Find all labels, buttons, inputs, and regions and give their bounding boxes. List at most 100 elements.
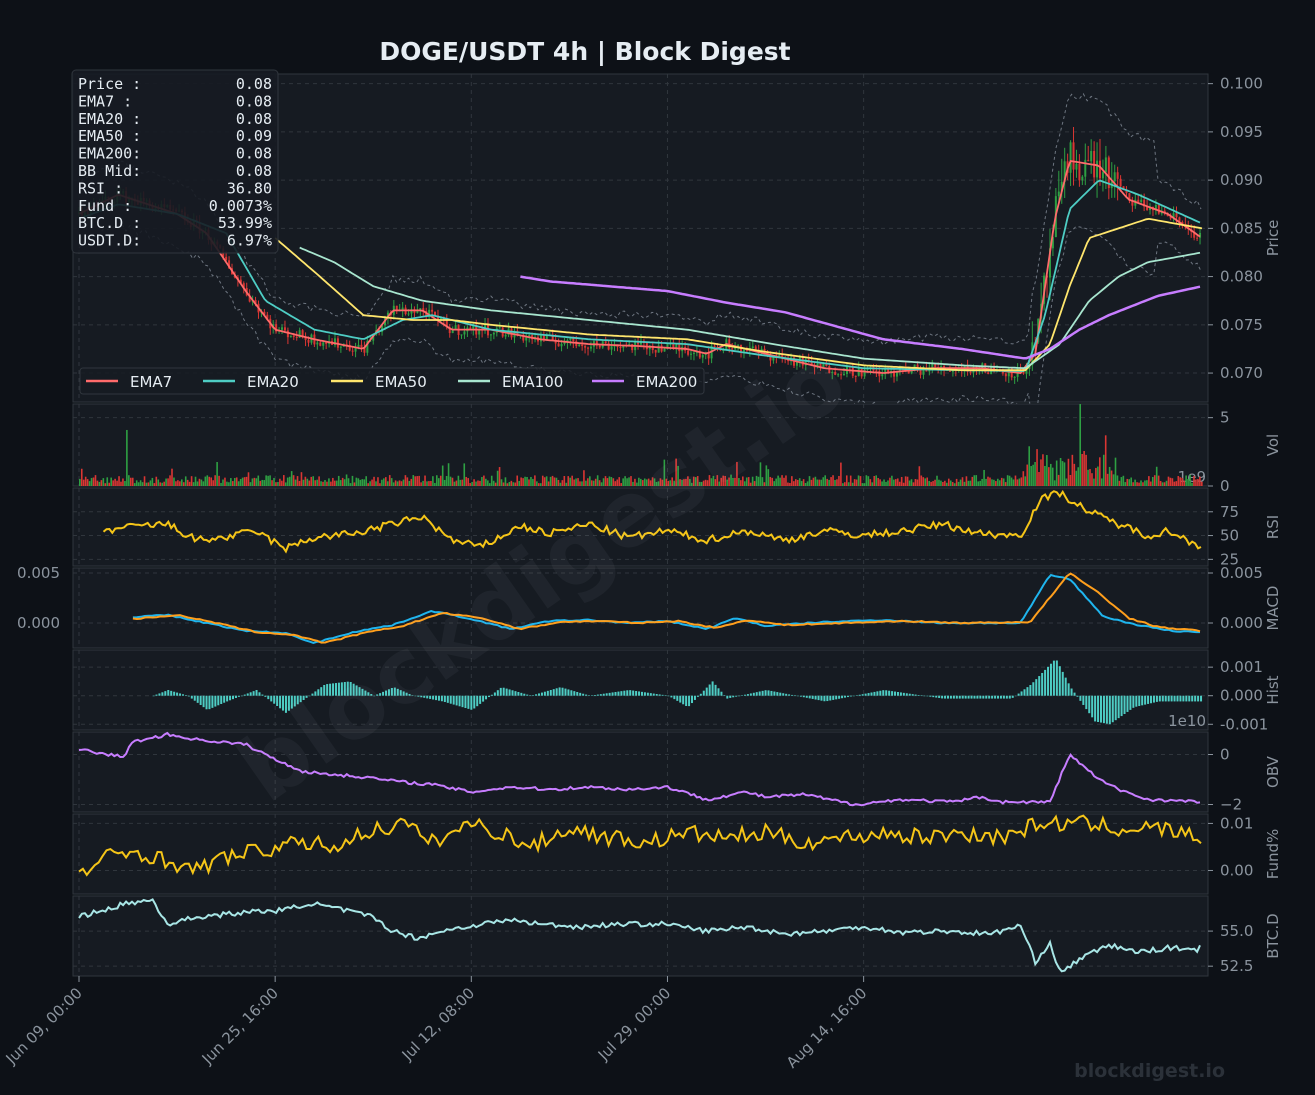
hist-bar: [1150, 695, 1153, 704]
volume-bar: [614, 481, 617, 486]
candle-body: [595, 341, 598, 346]
info-value: 0.08: [236, 145, 272, 163]
volume-bar: [581, 481, 583, 486]
hist-bar: [867, 693, 870, 696]
volume-bar: [261, 479, 264, 486]
hist-bar: [743, 694, 746, 696]
volume-bar: [736, 461, 738, 486]
volume-bar: [1067, 458, 1070, 486]
volume-bar: [683, 479, 685, 486]
volume-bar: [386, 481, 389, 486]
volume-bar: [441, 465, 444, 486]
volume-bar: [1006, 475, 1009, 486]
hist-bar: [202, 695, 205, 708]
volume-bar: [989, 477, 991, 486]
hist-bar: [1085, 695, 1088, 710]
volume-bar: [343, 479, 346, 486]
candle-body: [1013, 376, 1016, 378]
hist-bar: [735, 695, 738, 697]
legend-entry: EMA20: [247, 373, 299, 391]
candle-body: [798, 356, 801, 361]
candle-body: [672, 343, 675, 348]
volume-bar: [145, 482, 148, 486]
volume-bar: [520, 477, 522, 486]
info-label: USDT.D:: [78, 232, 141, 250]
candle-body: [525, 337, 528, 341]
hist-bar: [420, 695, 423, 698]
hist-bar: [988, 695, 991, 699]
hist-bar: [520, 692, 523, 696]
volume-bar: [1038, 472, 1040, 486]
hist-bar: [1173, 695, 1176, 702]
candle-body: [1025, 369, 1028, 374]
hist-bar: [979, 695, 982, 699]
volume-bar: [638, 477, 640, 486]
candle-body: [333, 338, 336, 345]
volume-bar: [147, 482, 150, 486]
volume-bar: [587, 478, 589, 486]
hist-bar: [741, 695, 744, 696]
panel-frame: [72, 487, 1209, 567]
volume-bar: [286, 477, 289, 486]
hist-bar: [532, 695, 535, 696]
volume-bar: [190, 476, 193, 486]
volume-bar: [1004, 482, 1007, 486]
volume-bar: [967, 480, 970, 486]
hist-bar: [352, 683, 355, 696]
volume-bar: [671, 477, 673, 486]
volume-bar: [643, 478, 646, 486]
volume-bar: [1032, 464, 1034, 486]
volume-bar: [530, 476, 532, 486]
hist-bar: [1105, 695, 1108, 724]
candle-body: [545, 334, 548, 340]
volume-bar: [634, 478, 636, 486]
candle-body: [1104, 157, 1107, 173]
candle-body: [666, 344, 669, 349]
hist-bar: [1014, 695, 1017, 697]
candle-body: [1063, 161, 1066, 182]
volume-bar: [1093, 478, 1095, 486]
volume-bar: [1197, 478, 1199, 486]
volume-bar: [598, 480, 601, 486]
hist-bar: [1017, 693, 1020, 696]
volume-bar: [653, 478, 656, 486]
candle-body: [301, 330, 304, 338]
volume-bar: [369, 481, 371, 486]
volume-bar: [296, 476, 299, 486]
candle-body: [1072, 142, 1075, 170]
volume-bar: [997, 478, 999, 486]
volume-bar: [1085, 454, 1087, 486]
hist-bar: [955, 695, 958, 699]
volume-bar: [82, 479, 85, 486]
hist-bar: [476, 695, 479, 707]
volume-bar: [275, 482, 277, 486]
hist-bar: [785, 693, 788, 696]
hist-bar: [635, 691, 638, 696]
y-tick-label: 0: [1220, 477, 1230, 495]
hist-bar: [617, 691, 620, 696]
volume-bar: [110, 477, 112, 486]
hist-bar: [1091, 695, 1094, 718]
volume-bar: [488, 483, 491, 486]
hist-bar: [588, 695, 591, 696]
hist-bar: [364, 690, 367, 696]
hist-bar: [490, 694, 493, 696]
hist-bar: [1126, 695, 1129, 712]
volume-bar: [769, 476, 772, 486]
volume-bar: [165, 478, 167, 486]
volume-bar: [800, 481, 803, 486]
hist-bar: [508, 689, 511, 696]
volume-bar: [284, 482, 287, 486]
candle-body: [598, 345, 601, 348]
hist-bar: [223, 695, 226, 703]
volume-bar: [922, 477, 925, 486]
hist-bar: [196, 695, 199, 703]
volume-bar: [1059, 457, 1062, 486]
candle-body: [931, 363, 934, 368]
hist-bar: [217, 695, 220, 706]
hist-bar: [549, 690, 552, 696]
candle-body: [345, 344, 348, 346]
candle-body: [804, 359, 807, 366]
hist-bar: [967, 695, 970, 699]
info-label: EMA7 :: [78, 92, 132, 110]
